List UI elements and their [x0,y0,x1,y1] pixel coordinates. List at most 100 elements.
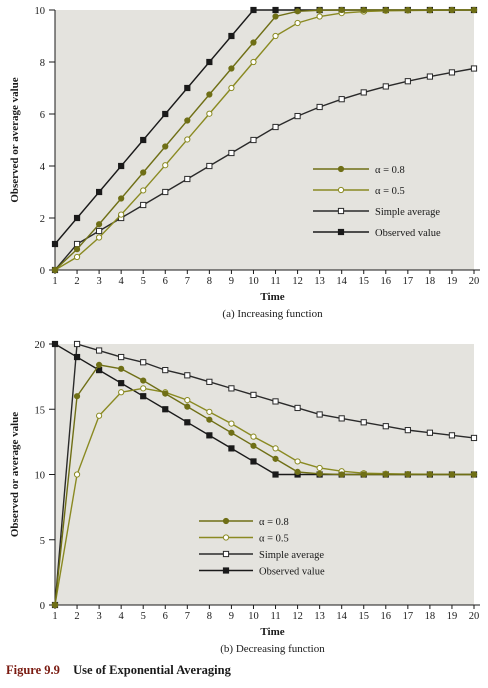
chart-a-simple-point [382,83,389,90]
chart-a-legend-label-simple: Simple average [375,207,440,218]
chart-a-alpha05-point [184,136,191,143]
chart-a-simple-point [206,162,213,170]
chart-b-x-tick-label: 13 [314,611,325,622]
chart-b-alpha05-point [250,433,257,440]
chart-b-alpha08-point [272,455,279,462]
chart-a-x-tick-label: 2 [74,276,79,287]
chart-b-x-tick-label: 8 [207,611,212,622]
chart-a-x-tick-label: 12 [292,276,303,287]
chart-b-observed-point [184,419,191,426]
chart-b-legend-marker-alpha05 [222,534,230,541]
chart-b-y-tick-label: 5 [40,536,45,547]
chart-a-alpha05-point [316,13,323,20]
chart-a-x-tick-label: 11 [270,276,280,287]
chart-b-alpha05-point [206,408,213,415]
chart-a-alpha05-point [272,32,279,40]
chart-a-alpha08-point [338,6,345,14]
chart-b-x-tick-label: 4 [119,611,125,622]
chart-b-simple-point [140,359,147,366]
chart-b-x-tick-label: 5 [141,611,146,622]
chart-b-x-tick-label: 1 [52,611,57,622]
chart-a-series-simple [51,65,478,274]
chart-b-alpha05-point [118,389,125,396]
chart-a-simple-point [316,103,323,111]
chart-b-simple-point [448,432,456,439]
chart-a-observed-point [206,58,213,66]
figure-caption-text: Use of Exponential Averaging [73,663,231,677]
chart-b-alpha05-point [272,445,279,452]
chart-a-x-tick-label: 10 [248,276,259,287]
chart-b-x-tick-label: 6 [163,611,168,622]
chart-a-alpha08-point [250,39,257,46]
chart-b-alpha08-point [73,393,81,400]
chart-a-alpha05-point [228,84,235,92]
chart-b-series-alpha08 [51,361,478,609]
chart-b-alpha08-point [118,365,125,372]
chart-a-observed-point [250,6,257,14]
chart-b-alpha08-point [448,471,456,478]
chart-a-simple-point [73,240,81,248]
chart-b-x-tick-label: 3 [96,611,101,622]
chart-a-observed-point [73,214,81,222]
chart-a-y-tick-label: 4 [40,162,46,173]
chart-a-x-tick-label: 4 [119,276,125,287]
chart-a-simple-point [140,201,147,209]
chart-b-simple-point [338,415,345,422]
chart-b-simple-point [382,423,389,430]
chart-a-alpha08-point [96,221,103,228]
chart-b-simple-point [184,372,191,379]
chart-a-y-tick-label: 8 [40,58,45,69]
chart-a-alpha05-point [206,110,213,117]
chart-b-alpha05-point [140,385,147,392]
chart-b-alpha08-point [96,361,103,368]
chart-b-legend-marker-simple [222,550,230,558]
chart-b-alpha05-point [184,397,191,404]
chart-a-y-axis-label: Observed or average value [9,77,21,202]
chart-a-simple-point [162,188,169,196]
chart-b-alpha05-point [73,471,81,478]
chart-a-x-tick-label: 5 [141,276,146,287]
chart-a-x-tick-label: 15 [358,276,369,287]
chart-a-alpha08-point [140,169,147,176]
chart-b-simple-point [272,398,279,405]
chart-a-x-tick-label: 3 [96,276,101,287]
chart-a-legend-marker-alpha05 [337,186,345,194]
chart-b-x-tick-label: 16 [381,611,392,622]
chart-a-x-tick-label: 1 [52,276,57,287]
chart-b-alpha05-point [316,464,323,472]
chart-b-x-tick-label: 19 [447,611,458,622]
chart-a-x-tick-label: 13 [314,276,325,287]
chart-a-simple-point [360,89,367,96]
chart-a-x-tick-label: 6 [163,276,168,287]
chart-b-observed-point [228,445,235,452]
chart-a-y-tick-label: 0 [40,266,45,277]
chart-a-alpha05-point [118,211,125,218]
chart-b-legend-label-simple: Simple average [259,550,324,561]
chart-a-x-tick-label: 19 [447,276,458,287]
chart-a-alpha08-point [73,246,81,253]
chart-b-x-tick-label: 7 [185,611,190,622]
chart-b-observed-point [51,340,59,348]
chart-b-observed-point [140,393,147,400]
chart-a-x-tick-label: 14 [336,276,347,287]
chart-a-alpha08-point [294,8,301,15]
chart-a-alpha08-point [316,7,323,14]
chart-a-legend-label-alpha08: α = 0.8 [375,165,405,176]
chart-a-simple-point [426,73,433,80]
chart-b-x-tick-label: 9 [229,611,234,622]
chart-a-alpha08-point [360,6,367,14]
chart-b-simple-point [316,411,323,418]
chart-b-alpha08-point [404,471,411,478]
chart-b-y-tick-label: 20 [35,340,46,351]
chart-b-x-tick-label: 15 [358,611,369,622]
chart-a-x-tick-label: 20 [469,276,480,287]
chart-a-x-axis-label: Time [260,291,284,303]
chart-a-observed-point [272,6,279,14]
chart-b-alpha08-line [54,364,474,606]
chart-b-y-axis-label: Observed or average value [9,412,21,537]
chart-a-observed-point [184,84,191,92]
chart-b-alpha08-point [184,403,191,410]
chart-b-simple-line [54,343,475,606]
chart-b-simple-point [206,378,213,385]
chart-b-legend-marker-observed [222,567,230,574]
